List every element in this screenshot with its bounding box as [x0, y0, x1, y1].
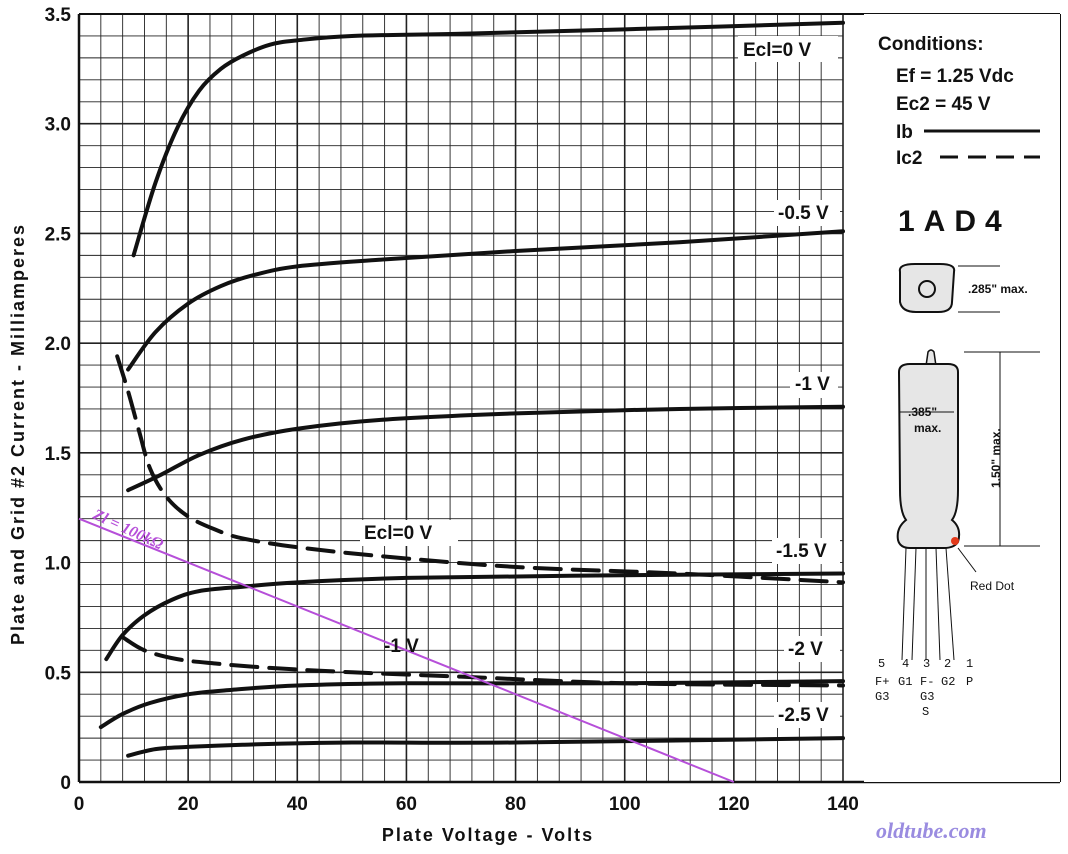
panel-background [864, 14, 1060, 782]
x-tick-label: 60 [396, 794, 417, 815]
body-width-label: .385" [908, 405, 937, 419]
curve-label-ecl-0v: Ecl=0 V [743, 40, 811, 61]
pin-5-number: 5 [878, 657, 885, 671]
x-tick-label: 140 [827, 794, 859, 815]
pin-2-name: G2 [941, 675, 955, 689]
axis-ticks: 0 20 40 60 80 100 120 140 0 0.5 1.0 1.5 2.0 2.5 3.0 3.5 [45, 5, 859, 815]
pin-3-name3: S [922, 705, 929, 719]
curve-label-neg-1-5v: -1.5 V [776, 541, 827, 562]
pin-2-number: 2 [944, 657, 951, 671]
top-dimension-label: .285" max. [968, 282, 1028, 296]
pin-3-number: 3 [923, 657, 930, 671]
curve-label-neg-2-5v: -2.5 V [778, 705, 829, 726]
y-axis-title: Plate and Grid #2 Current - Milliamperes [8, 223, 28, 645]
pin-1-name: P [966, 675, 973, 689]
x-tick-label: 40 [287, 794, 308, 815]
y-tick-label: 1.0 [45, 554, 71, 575]
legend-ic2-label: Ic2 [896, 148, 922, 169]
curve-label-ic2-ecl-0v: Ecl=0 V [364, 523, 432, 544]
curve-labels: Ecl=0 V -0.5 V -1 V -1.5 V -2 V -2.5 V E… [89, 36, 840, 728]
label-bg [360, 520, 458, 546]
y-tick-label: 3.5 [45, 5, 72, 26]
ic2-curve-7 [120, 635, 845, 688]
pin-3-name: F- [920, 675, 934, 689]
ib-curve-2 [126, 404, 845, 493]
x-tick-label: 100 [609, 794, 641, 815]
label-bg [784, 636, 840, 662]
red-dot-label: Red Dot [970, 579, 1015, 593]
pin-5-name2: G3 [875, 690, 889, 704]
y-tick-label: 0 [60, 773, 71, 794]
y-tick-label: 2.0 [45, 334, 71, 355]
curve-label-neg-0-5v: -0.5 V [778, 203, 829, 224]
condition-ec2: Ec2 = 45 V [896, 94, 991, 115]
ib-curve-3 [104, 571, 845, 662]
x-tick-label: 20 [178, 794, 199, 815]
pin-1-number: 1 [966, 657, 973, 671]
tube-type-title: 1AD4 [898, 205, 1011, 238]
x-tick-label: 80 [505, 794, 526, 815]
y-tick-label: 0.5 [45, 663, 72, 684]
tube-top-view-icon [898, 263, 1000, 313]
label-bg [772, 538, 840, 564]
height-dimension-label: 1.50" max. [989, 428, 1003, 488]
label-bg [774, 200, 840, 226]
curve-label-neg-2v: -2 V [788, 639, 823, 660]
chart-curves [98, 20, 845, 758]
label-bg [738, 36, 838, 62]
x-tick-label: 0 [74, 794, 85, 815]
label-bg [774, 702, 840, 728]
ic2-curve-6 [115, 354, 845, 585]
watermark-text: oldtube.com [876, 818, 987, 843]
y-tick-label: 1.5 [45, 444, 72, 465]
pin-4-name: G1 [898, 675, 912, 689]
curve-label-ic2-neg-1v: -1 V [384, 636, 419, 657]
load-line [78, 517, 735, 783]
legend-ib-label: Ib [896, 122, 913, 143]
body-width-max-label: max. [914, 421, 941, 435]
x-axis-title: Plate Voltage - Volts [382, 825, 594, 845]
pin-4-number: 4 [902, 657, 909, 671]
ib-curve-5 [126, 736, 845, 758]
load-line-path [78, 517, 735, 783]
label-bg [790, 372, 838, 398]
tube-side-view-icon [896, 349, 1040, 661]
y-tick-label: 3.0 [45, 115, 71, 136]
condition-ef: Ef = 1.25 Vdc [896, 66, 1014, 87]
info-panel: Conditions: Ef = 1.25 Vdc Ec2 = 45 V Ib … [864, 14, 1060, 782]
pin-5-name: F+ [875, 675, 889, 689]
pin-3-name2: G3 [920, 690, 934, 704]
y-tick-label: 2.5 [45, 224, 72, 245]
conditions-title: Conditions: [878, 34, 984, 55]
x-tick-label: 120 [718, 794, 750, 815]
curve-label-neg-1v: -1 V [795, 374, 830, 395]
ib-curve-1 [126, 229, 845, 372]
ib-curve-0 [131, 20, 845, 258]
